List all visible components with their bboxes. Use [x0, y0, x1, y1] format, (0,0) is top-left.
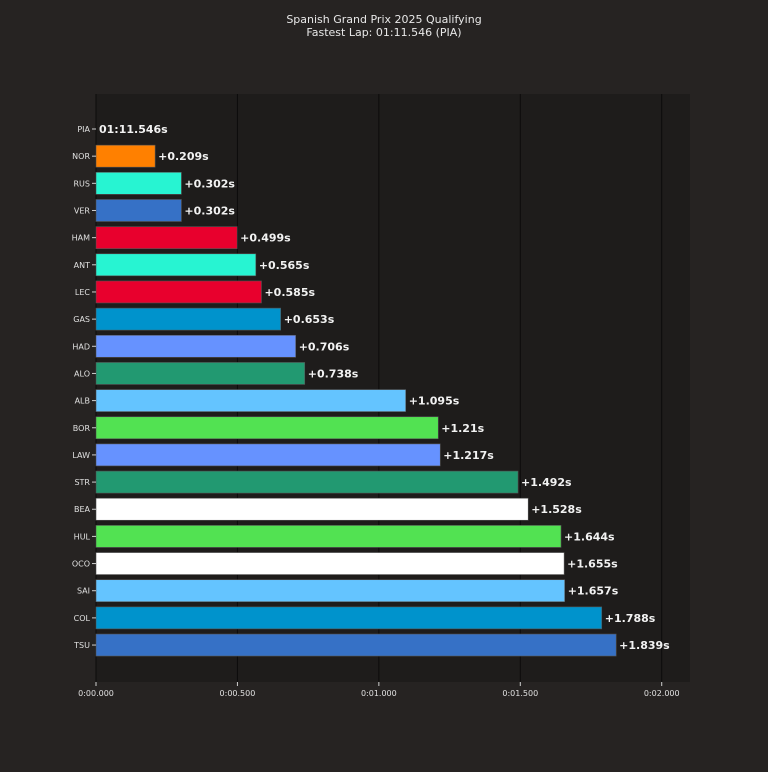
- y-tick-label: SAI: [77, 587, 90, 596]
- bar-rus: [95, 172, 182, 195]
- bar-hul: [95, 525, 562, 548]
- x-tick-label: 0:00.500: [220, 689, 256, 698]
- y-tick-label: OCO: [72, 560, 90, 569]
- bar-lec: [95, 280, 262, 304]
- value-label: +0.738s: [308, 367, 359, 380]
- y-tick-label: PIA: [77, 125, 90, 134]
- bar-oco: [95, 552, 565, 575]
- x-tick-labels: 0:00.000 0:00.500 0:01.000 0:01.500 0:02.000: [78, 682, 680, 698]
- value-label: +1.839s: [619, 639, 670, 652]
- y-tick-label: RUS: [74, 179, 91, 188]
- value-label: +1.492s: [521, 476, 572, 489]
- bar-alo: [95, 362, 306, 385]
- y-tick-label: ALO: [74, 369, 90, 378]
- y-tick-label: LEC: [75, 288, 91, 297]
- value-label: +1.657s: [568, 585, 619, 598]
- bars: [95, 144, 617, 657]
- y-tick-label: BOR: [73, 424, 91, 433]
- bar-ver: [95, 199, 182, 222]
- x-tick-label: 0:01.500: [502, 689, 538, 698]
- y-tick-label: NOR: [72, 152, 90, 161]
- chart-title-block: Spanish Grand Prix 2025 Qualifying Faste…: [0, 13, 768, 39]
- bar-col: [95, 606, 603, 630]
- value-label: +0.653s: [284, 313, 335, 326]
- bar-gas: [95, 307, 282, 331]
- bar-bor: [95, 416, 439, 440]
- y-tick-label: STR: [74, 478, 90, 487]
- bar-ham: [95, 226, 238, 249]
- bar-law: [95, 443, 441, 467]
- value-label: +1.644s: [564, 530, 615, 543]
- value-label: +1.655s: [567, 558, 618, 571]
- value-label: +1.21s: [441, 422, 484, 435]
- y-tick-label: TSU: [73, 641, 90, 650]
- y-tick-label: VER: [74, 206, 91, 215]
- bar-str: [95, 470, 519, 494]
- value-label: +0.706s: [299, 340, 350, 353]
- x-tick-label: 0:01.000: [361, 689, 397, 698]
- y-tick-label: LAW: [72, 451, 90, 460]
- bar-bea: [95, 497, 529, 521]
- bar-ant: [95, 253, 257, 277]
- y-tick-label: HAD: [72, 342, 90, 351]
- value-label: +1.528s: [531, 503, 582, 516]
- y-tick-labels: PIA NOR RUS VER HAM ANT LEC GAS HAD ALO ALB BOR LAW S…: [72, 125, 96, 650]
- y-tick-label: ALB: [75, 397, 90, 406]
- bar-tsu: [95, 633, 617, 657]
- value-labels: 01:11.546s +0.209s +0.302s +0.302s +0.499s +0…: [99, 123, 670, 652]
- chart-title: Spanish Grand Prix 2025 Qualifying: [286, 13, 482, 26]
- value-label: +1.217s: [443, 449, 494, 462]
- value-label: +1.095s: [409, 395, 460, 408]
- value-label: +0.209s: [158, 150, 209, 163]
- bar-alb: [95, 389, 407, 412]
- y-tick-label: ANT: [74, 261, 90, 270]
- bar-had: [95, 334, 296, 358]
- bar-sai: [95, 579, 565, 603]
- y-tick-label: HUL: [74, 532, 91, 541]
- y-tick-label: BEA: [74, 505, 91, 514]
- y-tick-label: HAM: [72, 234, 90, 243]
- chart-subtitle: Fastest Lap: 01:11.546 (PIA): [306, 26, 462, 39]
- value-label: +0.565s: [259, 259, 310, 272]
- value-label: +0.302s: [184, 204, 235, 217]
- x-tick-label: 0:02.000: [644, 689, 680, 698]
- y-tick-label: COL: [74, 614, 91, 623]
- value-label: +0.302s: [184, 177, 235, 190]
- x-tick-label: 0:00.000: [78, 689, 114, 698]
- value-label: +0.585s: [264, 286, 315, 299]
- y-tick-label: GAS: [73, 315, 90, 324]
- value-label: +0.499s: [240, 232, 291, 245]
- value-label: +1.788s: [605, 612, 656, 625]
- bar-nor: [95, 144, 156, 168]
- value-label: 01:11.546s: [99, 123, 168, 136]
